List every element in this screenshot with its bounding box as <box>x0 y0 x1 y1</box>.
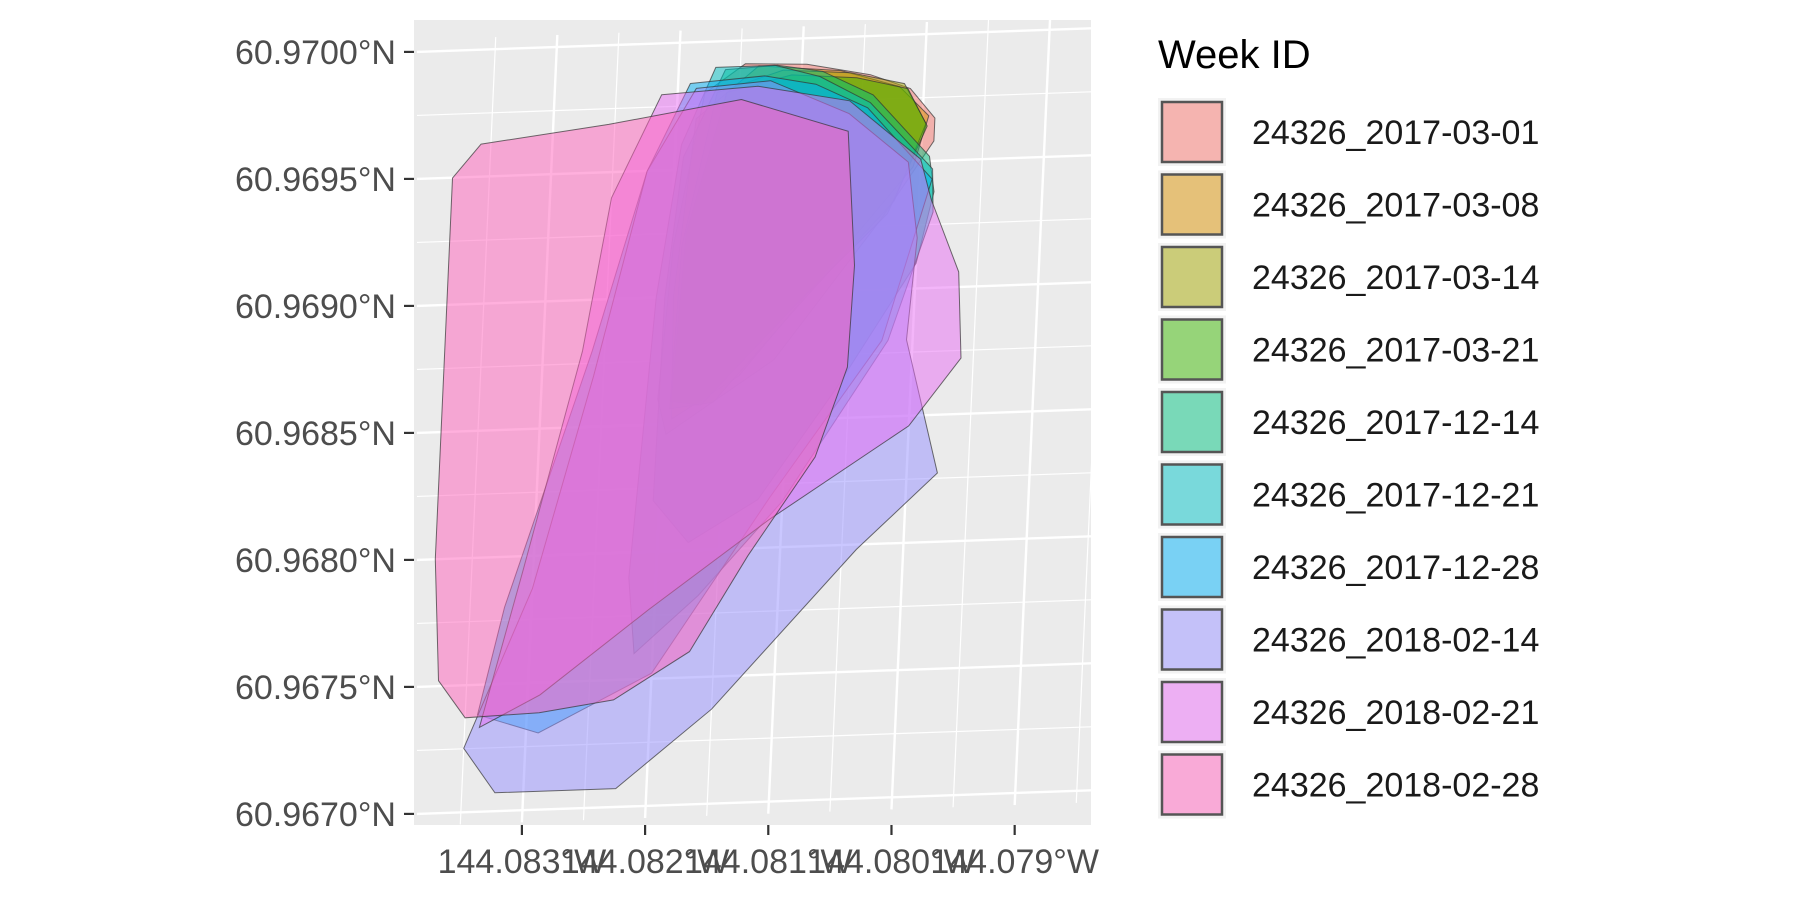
legend-swatch <box>1160 608 1224 671</box>
graticule-parallel <box>416 789 1091 816</box>
legend-label: 24326_2017-12-28 <box>1252 549 1539 587</box>
legend-label: 24326_2017-03-01 <box>1252 114 1539 152</box>
legend-label: 24326_2018-02-21 <box>1252 694 1539 732</box>
legend-label: 24326_2017-12-21 <box>1252 477 1539 515</box>
legend-label: 24326_2018-02-28 <box>1252 767 1539 805</box>
legend-swatch <box>1160 535 1224 599</box>
legend-swatch <box>1160 318 1224 381</box>
legend-items: 24326_2017-03-01 24326_2017-03-08 24326_20… <box>1158 98 1539 819</box>
y-tick-label: 60.9695°N <box>235 161 396 199</box>
x-tick-label: 144.083°W <box>438 843 607 881</box>
legend-swatch <box>1160 463 1224 526</box>
y-tick-label: 60.9685°N <box>235 415 396 453</box>
y-tick-label: 60.9675°N <box>235 669 396 707</box>
legend-swatch <box>1160 680 1224 744</box>
legend-title: Week ID <box>1158 33 1311 77</box>
legend: Week ID 24326_2017-03-01 24326_2017-03-08… <box>1158 33 1539 819</box>
y-tick-label: 60.9670°N <box>235 796 396 834</box>
y-tick-label: 60.9680°N <box>235 542 396 580</box>
y-tick-label: 60.9700°N <box>235 34 396 72</box>
home-range-polygons <box>434 63 962 794</box>
graticule-minor-meridian <box>1075 462 1091 803</box>
legend-swatch <box>1160 100 1224 164</box>
legend-label: 24326_2017-03-21 <box>1252 332 1539 370</box>
legend-swatch <box>1160 753 1224 816</box>
x-tick-label: 144.079°W <box>930 843 1099 881</box>
x-tick-label: 144.082°W <box>561 843 730 881</box>
graticule-parallel <box>416 27 1091 54</box>
y-tick-label: 60.9690°N <box>235 288 396 326</box>
map-panel <box>414 20 1091 825</box>
legend-label: 24326_2017-03-14 <box>1252 259 1539 297</box>
legend-label: 24326_2018-02-14 <box>1252 622 1539 660</box>
legend-swatch <box>1160 390 1224 454</box>
legend-swatch <box>1160 173 1224 236</box>
axes: 60.9700°N 60.9695°N 60.9690°N 60.9685°N 60.9… <box>235 34 1099 881</box>
home-range-polygon-10 <box>434 98 856 719</box>
legend-label: 24326_2017-03-08 <box>1252 187 1539 225</box>
legend-swatch <box>1160 245 1224 309</box>
x-tick-label: 144.080°W <box>807 843 976 881</box>
x-tick-label: 144.081°W <box>684 843 853 881</box>
legend-label: 24326_2017-12-14 <box>1252 404 1539 442</box>
